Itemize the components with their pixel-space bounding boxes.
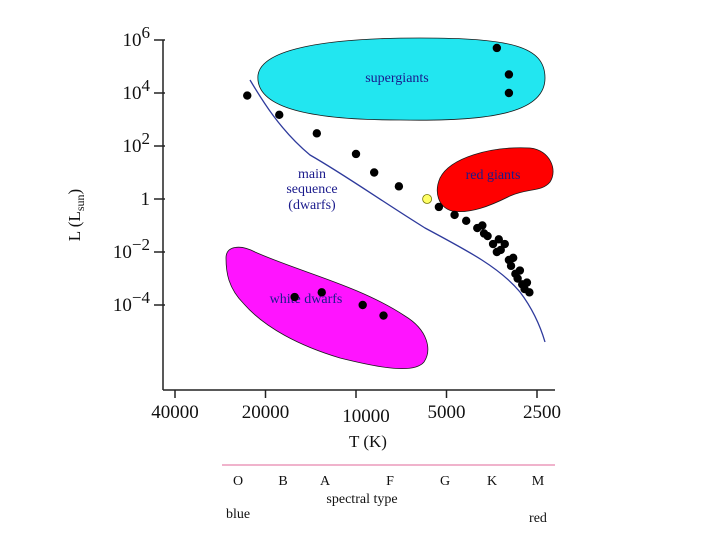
y-tick-base: 10 — [113, 295, 132, 316]
white-dwarf-stars-point — [290, 292, 299, 302]
main-sequence-stars-point — [478, 221, 487, 230]
white-dwarf-stars-point — [317, 288, 326, 297]
supergiants-label: supergiants — [365, 71, 429, 86]
main-sequence-stars-point — [508, 253, 518, 263]
main-sequence-stars-point — [243, 91, 252, 100]
supergiants-point — [504, 70, 514, 79]
y-tick-base: 10 — [113, 242, 132, 263]
y-tick-label: 1 — [141, 189, 151, 210]
y-tick-exponent: 6 — [142, 23, 151, 42]
supergiants-point — [492, 43, 502, 53]
main-sequence-stars-point — [515, 266, 525, 275]
y-tick-exponent: −4 — [132, 288, 151, 307]
spectral-type-a: A — [320, 474, 331, 489]
y-tick-label: 106 — [123, 23, 151, 51]
white-dwarfs-region — [225, 246, 429, 370]
spectral-type-k: K — [487, 474, 497, 489]
y-tick-label: 102 — [123, 129, 151, 157]
x-tick-label: 10000 — [342, 406, 390, 427]
white-dwarf-stars-point — [358, 300, 367, 310]
spectral-type-g: G — [440, 474, 450, 489]
main-sequence-stars-point — [494, 235, 503, 244]
main-sequence-stars-point — [500, 239, 509, 249]
spectral-type-label: spectral type — [326, 492, 397, 507]
red-giants-region — [436, 147, 554, 213]
main-sequence-line — [249, 79, 546, 343]
main-sequence-stars-point — [525, 288, 534, 297]
main-sequence-stars-point — [450, 210, 459, 220]
x-tick-label: 20000 — [242, 402, 290, 423]
main-sequence-stars-point — [496, 245, 505, 255]
y-tick-base: 10 — [123, 83, 142, 104]
main-sequence-stars-point — [488, 239, 498, 249]
x-tick-label: 2500 — [523, 402, 561, 423]
y-axis-label: L (Lsun) — [65, 189, 87, 241]
main-sequence-stars-point — [483, 231, 492, 241]
y-tick-exponent: 4 — [142, 76, 151, 95]
y-tick-label: 104 — [123, 76, 151, 104]
x-axis-label: T (K) — [349, 432, 387, 451]
main-sequence-stars-point — [513, 274, 522, 283]
main-sequence-stars-point — [351, 149, 361, 159]
y-label-close: ) — [65, 189, 84, 195]
y-tick-label: 10−4 — [113, 288, 151, 316]
x-tick-group: 40000 20000 10000 5000 2500 — [151, 390, 561, 427]
spectral-type-f: F — [386, 474, 394, 489]
y-tick-base: 10 — [123, 30, 142, 51]
y-label-main: L (L — [65, 211, 84, 241]
y-tick-exponent: −2 — [132, 235, 150, 254]
blue-label: blue — [226, 507, 250, 522]
main-sequence-stars-point — [394, 182, 404, 191]
spectral-type-m: M — [532, 474, 545, 489]
y-tick-base: 10 — [123, 136, 142, 157]
spectral-type-b: B — [278, 474, 287, 489]
spectral-type-o: O — [233, 474, 243, 489]
main-sequence-stars-point — [506, 261, 516, 271]
main-sequence-label-line2: sequence — [286, 182, 337, 197]
main-sequence-stars-point — [369, 168, 379, 177]
y-tick-label: 10−2 — [113, 235, 150, 263]
supergiants-point — [504, 88, 514, 98]
main-sequence-label-line1: main — [298, 167, 326, 182]
white-dwarfs-label: white dwarfs — [270, 292, 343, 307]
main-sequence-stars-point — [434, 202, 444, 212]
x-tick-label: 40000 — [151, 402, 199, 423]
star-points — [243, 43, 534, 320]
y-tick-base: 1 — [141, 189, 151, 210]
main-sequence-label-line3: (dwarfs) — [288, 198, 336, 213]
sun-point — [422, 194, 433, 204]
y-label-sub: sun — [73, 194, 87, 211]
supergiants-region — [257, 37, 546, 121]
main-sequence-stars-point — [461, 216, 471, 226]
red-giants-label: red giants — [466, 168, 521, 183]
main-sequence-stars-point — [275, 110, 284, 120]
white-dwarf-stars-point — [379, 311, 388, 320]
x-tick-label: 5000 — [428, 402, 466, 423]
main-sequence-stars-point — [312, 129, 322, 138]
red-label: red — [529, 511, 547, 526]
y-tick-exponent: 2 — [142, 129, 151, 148]
main-sequence-stars-point — [522, 278, 532, 287]
